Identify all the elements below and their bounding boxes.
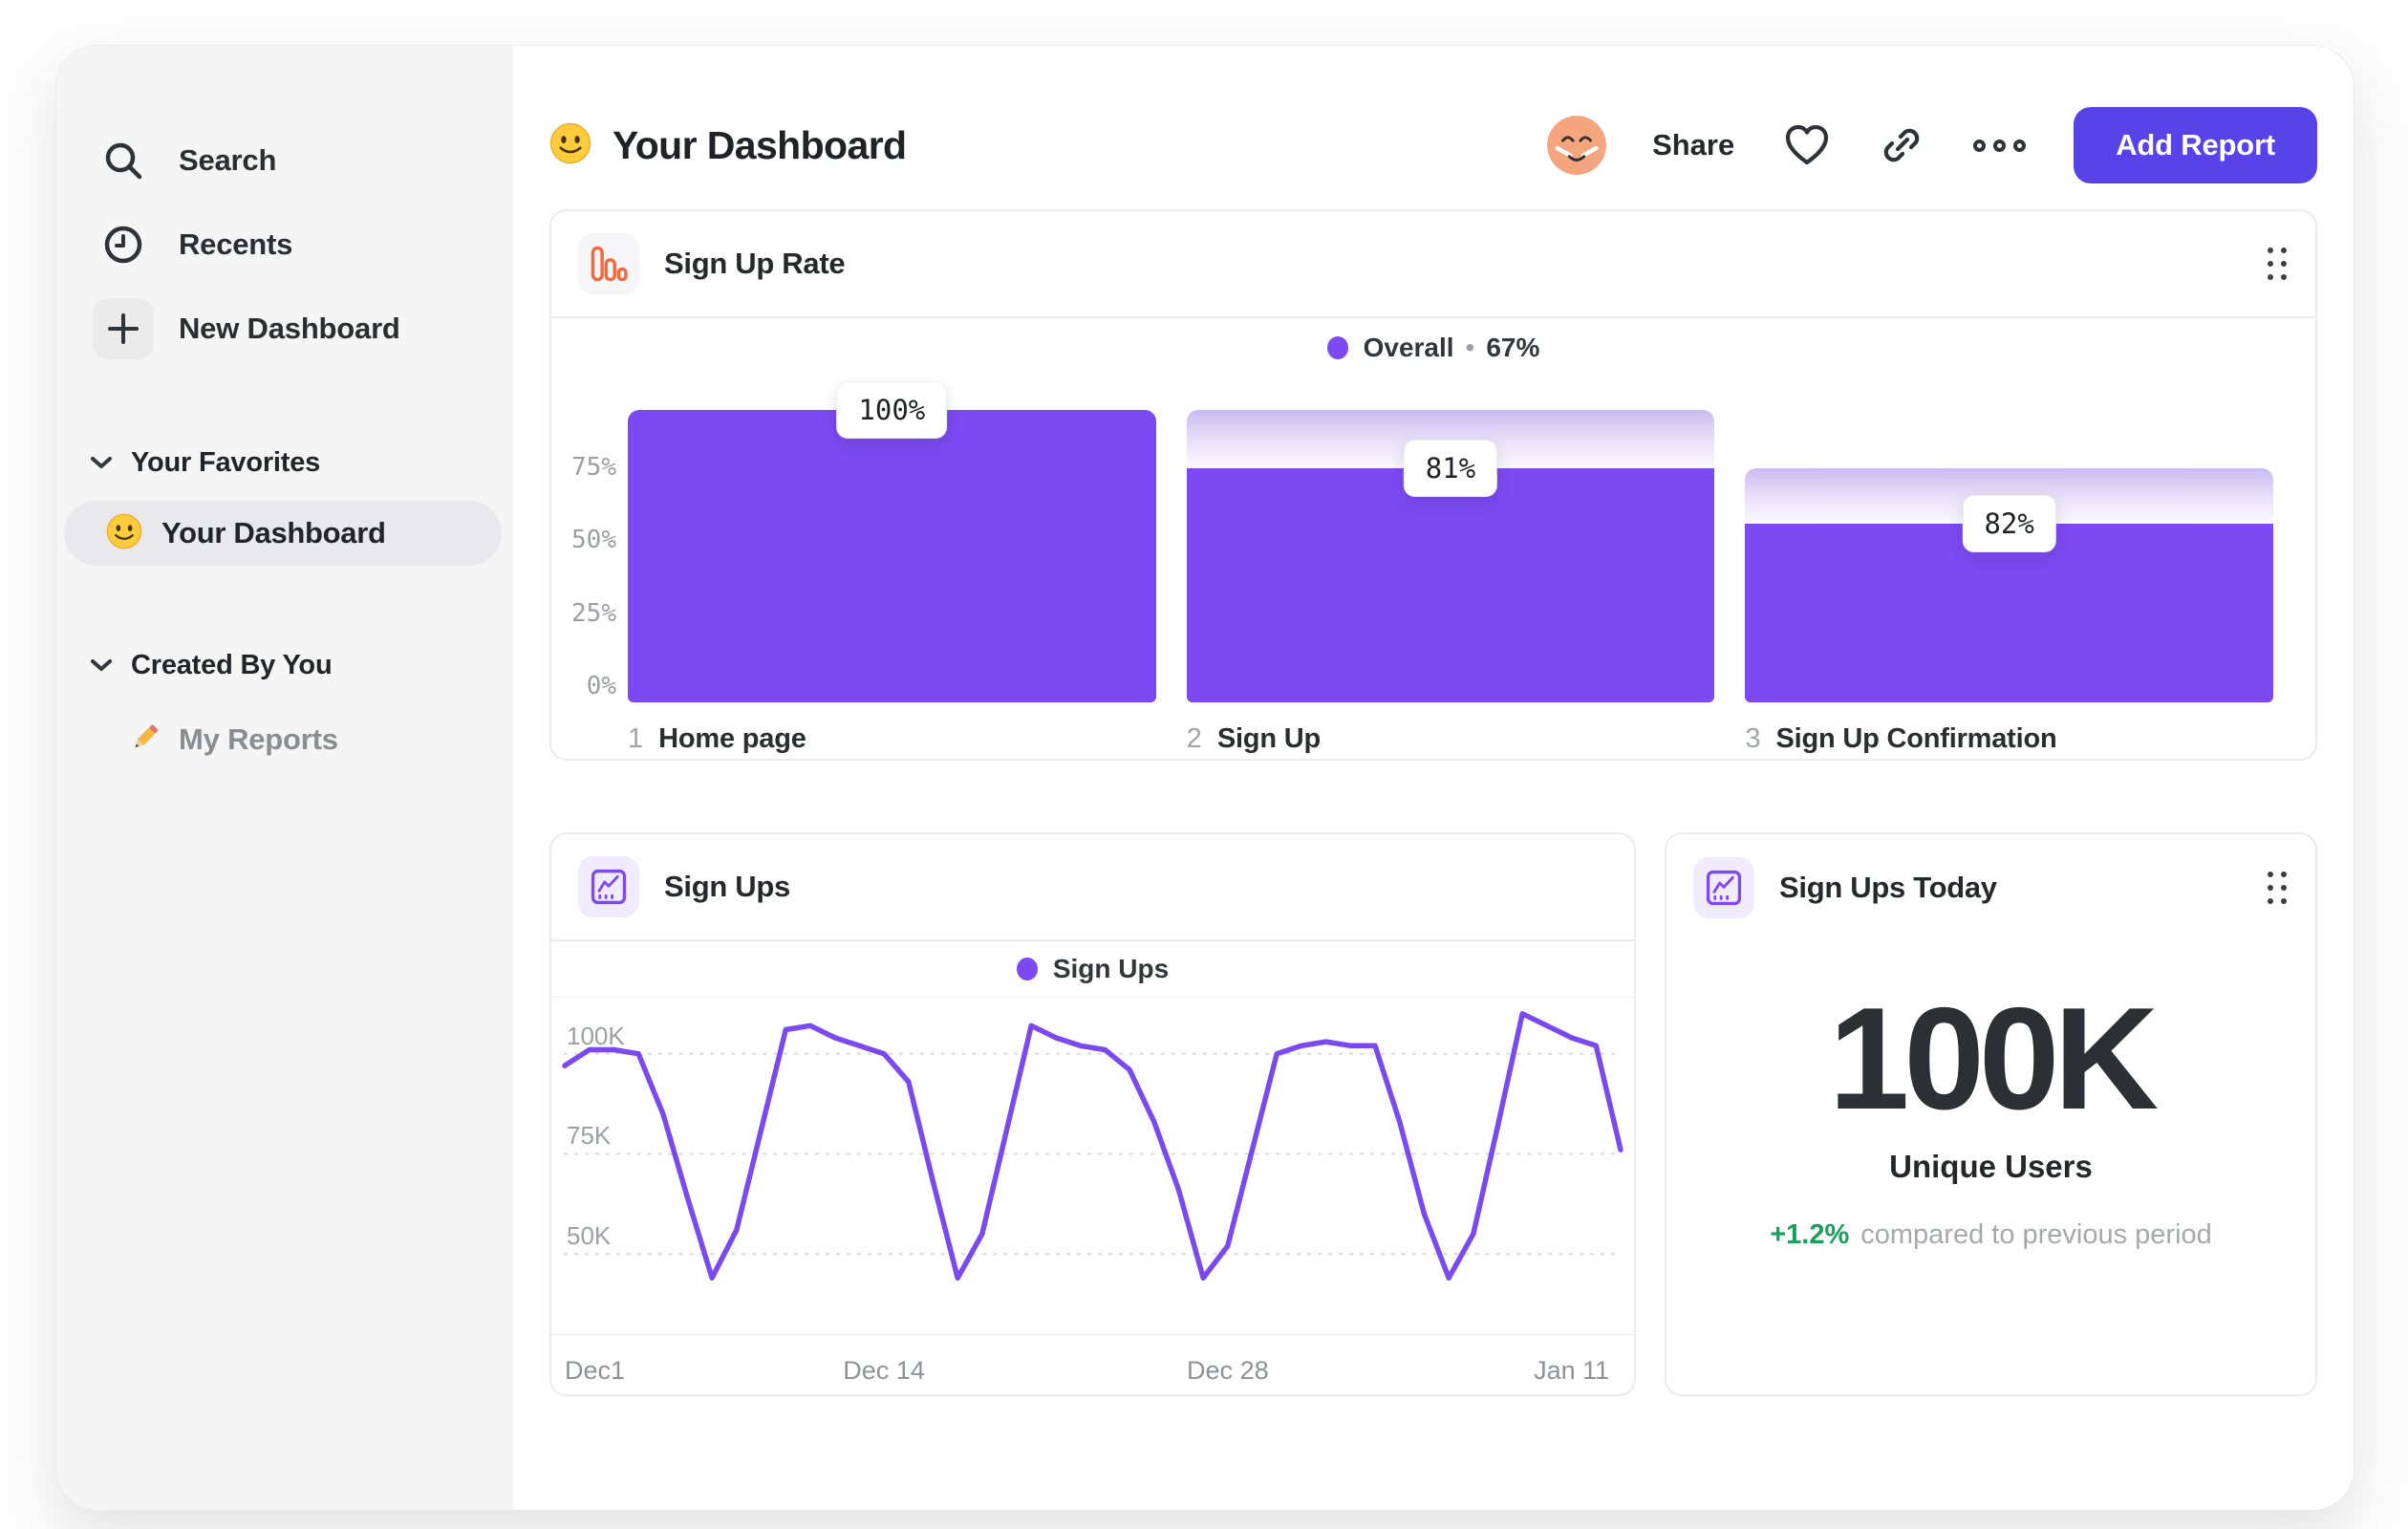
funnel-bars: 100% 81% 82% <box>628 381 2274 702</box>
legend-dot <box>1326 336 1348 359</box>
line-y-tick: 100K <box>567 1021 625 1050</box>
line-y-tick: 75K <box>567 1121 612 1151</box>
line-x-axis: Dec1 Dec 14 Dec 28 Jan 11 <box>565 1335 1621 1398</box>
sidebar-item-label: Recents <box>179 227 293 261</box>
legend-value: 67% <box>1486 333 1540 362</box>
line-x-tick: Dec 14 <box>843 1356 925 1385</box>
legend-label: Sign Ups <box>1052 954 1170 983</box>
line-legend[interactable]: Sign Ups <box>551 941 1634 998</box>
line-x-tick: Jan 11 <box>1534 1356 1610 1385</box>
add-report-button[interactable]: Add Report <box>2074 107 2317 183</box>
step-name: Sign Up <box>1216 723 1321 754</box>
funnel-step-label: 1 Home page <box>628 723 1156 755</box>
card-title: Sign Ups <box>664 870 790 903</box>
metric-value: 100K <box>1828 978 2159 1140</box>
line-x-tick: Dec 28 <box>1187 1356 1269 1385</box>
metric-note: compared to previous period <box>1860 1219 2212 1251</box>
search-icon <box>93 130 154 191</box>
section-label: Your Favorites <box>131 446 321 478</box>
funnel-x-labels: 1 Home page 2 Sign Up 3 Sign Up Confirmation <box>628 723 2273 755</box>
sign-ups-today-card: Sign Ups Today 100K Unique Users +1.2% co… <box>1665 832 2317 1396</box>
funnel-y-axis: 75% 50% 25% 0% <box>557 410 616 702</box>
legend-separator: • <box>1465 333 1475 362</box>
funnel-bar-fill <box>628 410 1156 702</box>
section-label: Created By You <box>131 649 333 680</box>
step-number: 3 <box>1745 723 1761 754</box>
card-header: Sign Ups Today <box>1666 834 2315 941</box>
sidebar-item-recents[interactable]: Recents <box>56 203 513 287</box>
line-chart-icon <box>578 856 639 917</box>
share-button[interactable]: Share <box>1652 128 1735 162</box>
funnel-bar-fill <box>1745 524 2274 702</box>
funnel-legend[interactable]: Overall • 67% <box>551 318 2315 377</box>
card-header: Sign Ups <box>551 834 1634 941</box>
dashboard-header: Your Dashboard Share Add Report <box>549 88 2317 203</box>
funnel-value-badge: 81% <box>1403 440 1498 498</box>
sidebar-item-search[interactable]: Search <box>56 118 513 203</box>
more-options-icon[interactable] <box>1973 139 2027 152</box>
chevron-down-icon <box>89 658 114 672</box>
legend-dot <box>1016 958 1038 980</box>
smiley-emoji-icon <box>549 122 591 169</box>
sidebar-section-created-by-you[interactable]: Created By You <box>89 636 513 694</box>
sidebar-item-label: New Dashboard <box>179 312 400 345</box>
funnel-y-tick: 50% <box>571 526 616 554</box>
step-name: Sign Up Confirmation <box>1775 723 2057 754</box>
chevron-down-icon <box>89 456 114 469</box>
pencil-emoji-icon <box>127 721 161 760</box>
card-title: Sign Up Rate <box>664 247 846 280</box>
sidebar-item-label: My Reports <box>179 722 338 756</box>
funnel-bar: 82% <box>1745 410 2274 702</box>
line-chart-plot: 100K 75K 50K <box>562 998 1623 1334</box>
sign-up-rate-card: Sign Up Rate Overall • 67% 75% 50% 25% 0% 1… <box>549 209 2317 761</box>
funnel-y-tick: 75% <box>571 452 616 482</box>
funnel-plot: 75% 50% 25% 0% 100% 81% 82% <box>551 377 2315 702</box>
plus-icon <box>93 298 154 359</box>
line-chart-icon <box>1693 857 1754 918</box>
step-number: 2 <box>1186 723 1202 754</box>
funnel-bar-fill <box>1186 468 1715 702</box>
main-content: Your Dashboard Share Add Report <box>513 46 2354 1510</box>
sidebar-item-label: Search <box>179 143 277 177</box>
funnel-y-tick: 25% <box>571 598 616 628</box>
line-y-tick: 50K <box>567 1221 612 1251</box>
funnel-bar: 100% <box>628 381 1156 702</box>
step-name: Home page <box>658 723 806 754</box>
clock-icon <box>93 214 154 275</box>
legend-label: Overall <box>1363 333 1454 362</box>
metric-body: 100K Unique Users +1.2% compared to previ… <box>1666 978 2315 1251</box>
drag-handle-icon[interactable] <box>2268 872 2287 904</box>
line-x-tick: Dec1 <box>565 1356 626 1385</box>
sidebar-item-new-dashboard[interactable]: New Dashboard <box>56 287 513 371</box>
smiley-emoji-icon <box>106 513 142 554</box>
header-actions: Share Add Report <box>1547 107 2317 183</box>
sidebar-item-your-dashboard[interactable]: Your Dashboard <box>64 501 502 566</box>
sidebar-item-my-reports[interactable]: My Reports <box>127 705 513 774</box>
metric-label: Unique Users <box>1889 1149 2093 1185</box>
card-header: Sign Up Rate <box>551 211 2315 318</box>
chart-axis-line <box>551 1334 1634 1335</box>
metric-delta-row: +1.2% compared to previous period <box>1770 1219 2212 1251</box>
funnel-bar: 81% <box>1186 410 1715 702</box>
favorite-heart-icon[interactable] <box>1784 124 1830 166</box>
step-number: 1 <box>628 723 644 754</box>
avatar[interactable] <box>1547 116 1607 175</box>
drag-handle-icon[interactable] <box>2268 248 2287 280</box>
funnel-value-badge: 100% <box>836 381 948 439</box>
sign-ups-card: Sign Ups Sign Ups 100K 75K 50K Dec1 Dec 14 D… <box>549 832 1636 1396</box>
funnel-step-label: 2 Sign Up <box>1187 723 1715 755</box>
page-title: Your Dashboard <box>613 122 907 167</box>
copy-link-icon[interactable] <box>1880 123 1924 167</box>
sidebar-item-label: Your Dashboard <box>161 516 386 549</box>
funnel-y-tick: 0% <box>586 672 616 700</box>
sidebar: Search Recents New Dashboard Your Favori… <box>56 46 513 1510</box>
card-title: Sign Ups Today <box>1779 871 1997 904</box>
funnel-chart-icon <box>578 233 639 294</box>
cards-row: Sign Ups Sign Ups 100K 75K 50K Dec1 Dec 14 D… <box>549 832 2317 1396</box>
sidebar-section-your-favorites[interactable]: Your Favorites <box>89 434 513 491</box>
funnel-value-badge: 82% <box>1962 495 2056 553</box>
app-window: Search Recents New Dashboard Your Favori… <box>55 45 2354 1511</box>
metric-delta: +1.2% <box>1770 1219 1850 1251</box>
funnel-step-label: 3 Sign Up Confirmation <box>1745 723 2273 755</box>
